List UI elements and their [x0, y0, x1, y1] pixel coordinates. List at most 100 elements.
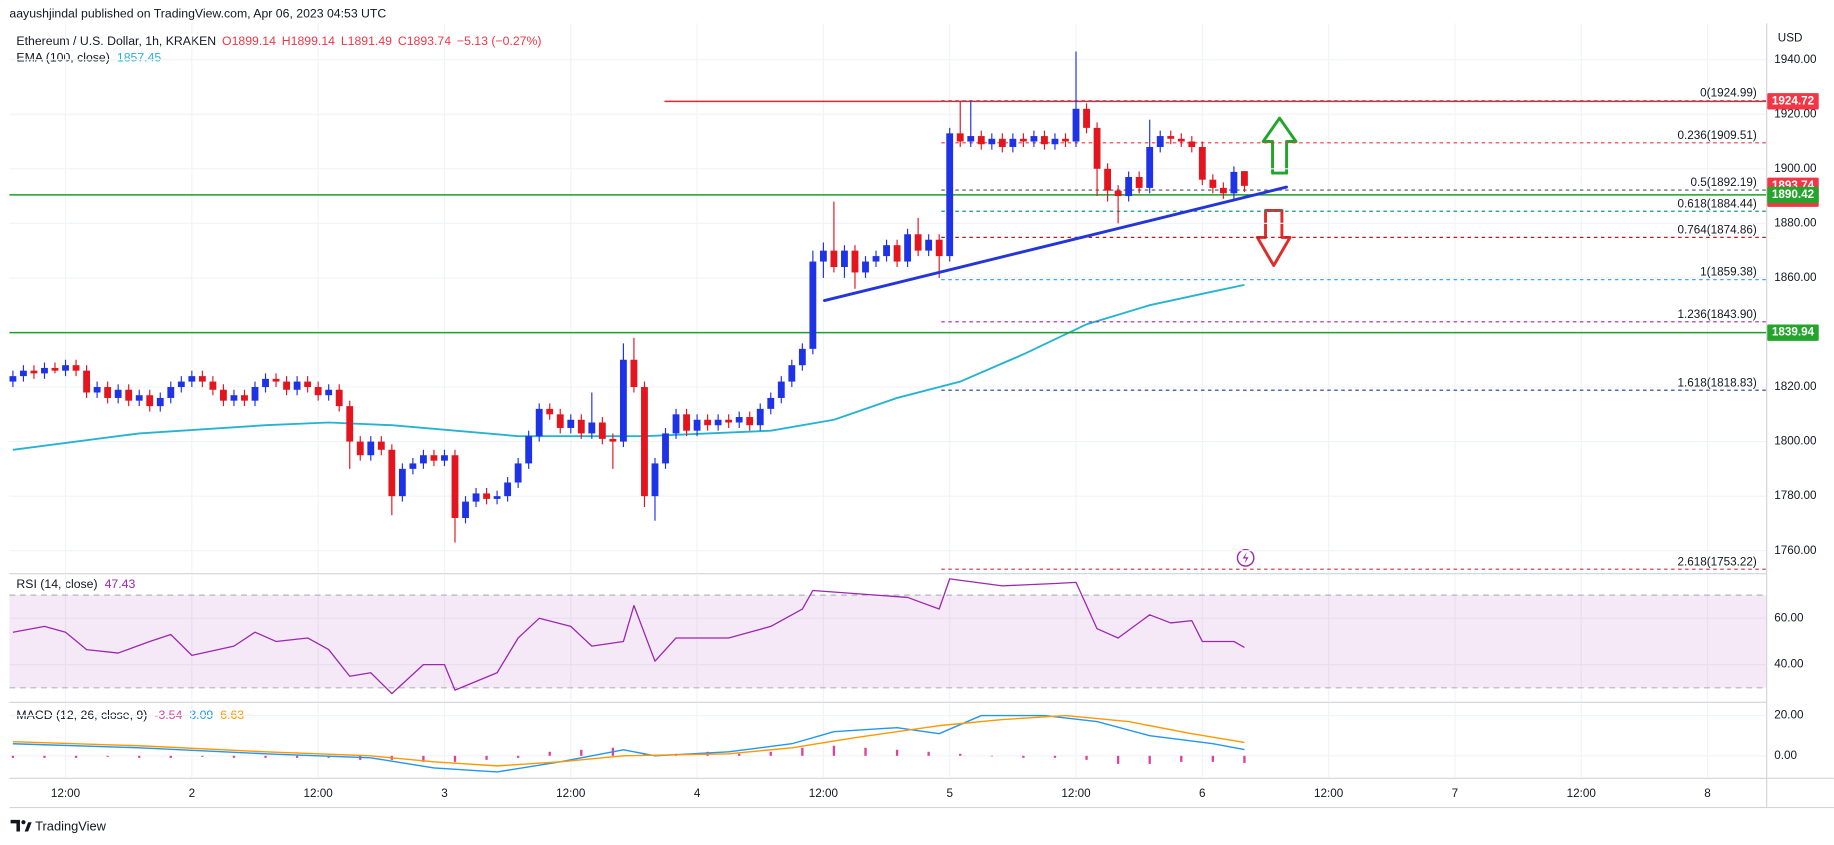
- histogram-bar: [1211, 755, 1215, 762]
- y-tick-label: 1760.00: [1774, 544, 1817, 557]
- candle-body: [756, 408, 764, 426]
- candle-body: [1062, 138, 1069, 142]
- candle-body: [577, 419, 585, 434]
- price-badge: [1767, 186, 1819, 204]
- candle-body: [430, 455, 438, 461]
- candle-body: [714, 419, 722, 426]
- up-arrow: [1261, 116, 1298, 175]
- candle-body: [1019, 138, 1027, 142]
- trend-line: [822, 185, 1288, 303]
- candle-body: [346, 406, 354, 442]
- candle-body: [493, 496, 501, 499]
- fib-label: 2.618(1753.22): [1677, 555, 1756, 568]
- candle-body: [9, 376, 17, 382]
- histogram-bar: [832, 745, 836, 756]
- candle-body: [1125, 176, 1133, 197]
- candle-body: [1051, 138, 1059, 145]
- histogram-bar: [990, 755, 993, 757]
- candle-body: [1177, 138, 1185, 142]
- candle-body: [619, 359, 627, 442]
- x-tick-label: 12:00: [51, 787, 81, 800]
- x-tick-label: 7: [1452, 787, 1459, 800]
- ohlc-value: L1891.49: [341, 34, 392, 48]
- candle-body: [419, 455, 427, 464]
- candle-body: [1146, 146, 1154, 188]
- candle-body: [156, 397, 164, 407]
- y-tick-label: 40.00: [1774, 658, 1804, 671]
- histogram-bar: [232, 755, 236, 758]
- histogram-bar: [738, 753, 741, 756]
- candle-body: [377, 441, 385, 450]
- candle-body: [104, 387, 112, 398]
- candle-body: [672, 414, 680, 434]
- fib-label: 1.618(1818.83): [1677, 376, 1756, 389]
- candle-body: [293, 381, 301, 390]
- candle-body: [335, 389, 343, 407]
- price-badge-label: 1839.94: [1772, 326, 1815, 339]
- x-tick-label: 12:00: [809, 787, 839, 800]
- candle-body: [988, 138, 996, 145]
- candle-body: [883, 245, 890, 257]
- candle-body: [546, 408, 554, 415]
- histogram-bar: [43, 755, 46, 758]
- candle-body: [146, 395, 154, 407]
- histogram-bar: [580, 749, 583, 756]
- histogram-bar: [422, 755, 425, 762]
- candle-body: [325, 389, 333, 396]
- histogram-bar: [769, 751, 772, 756]
- x-tick-label: 2: [189, 787, 196, 800]
- histogram-bar: [895, 749, 899, 756]
- histogram-bar: [864, 747, 867, 756]
- candle-body: [956, 133, 964, 142]
- candle-body: [767, 397, 775, 409]
- fib-label: 0.236(1909.51): [1677, 129, 1756, 142]
- candle-body: [472, 493, 480, 502]
- candle-body: [1114, 190, 1122, 197]
- y-tick-label: 1800.00: [1774, 435, 1817, 448]
- event-bolt: [1242, 552, 1249, 564]
- logo-part: [21, 820, 26, 825]
- candle-body: [1093, 127, 1101, 169]
- candle-body: [188, 376, 196, 382]
- candle-body: [504, 482, 512, 497]
- price-badge: [1767, 324, 1819, 341]
- change-value: −5.13 (−0.27%): [457, 34, 542, 48]
- histogram-bar: [1180, 755, 1183, 762]
- histogram-bar: [1085, 755, 1088, 760]
- candle-body: [20, 370, 27, 377]
- candle-body: [125, 389, 133, 401]
- y-tick-label: 20.00: [1774, 709, 1804, 722]
- price-badge-label: 1890.42: [1772, 188, 1815, 201]
- candle-body: [662, 433, 669, 464]
- x-tick-label: 12:00: [556, 787, 586, 800]
- candle-body: [841, 250, 848, 267]
- x-tick-label: 5: [946, 787, 953, 800]
- candle-body: [798, 348, 806, 366]
- candle-body: [1135, 176, 1143, 188]
- ema-value: 1857.45: [117, 51, 162, 65]
- ohlc-value: O1899.14: [222, 34, 276, 48]
- histogram-bar: [106, 755, 109, 757]
- candle-body: [977, 136, 985, 145]
- x-tick-label: 4: [694, 787, 701, 800]
- y-tick-label: 1860.00: [1774, 271, 1817, 284]
- candle-body: [704, 419, 712, 426]
- candle-body: [1219, 187, 1227, 194]
- ohlc-value: C1893.74: [398, 34, 451, 48]
- candle-body: [462, 501, 469, 518]
- y-tick-label: 1880.00: [1774, 216, 1817, 229]
- publish-info: aayushjindal published on TradingView.co…: [9, 6, 386, 20]
- candle-body: [746, 417, 754, 426]
- histogram-bar: [801, 747, 804, 756]
- candle-body: [1030, 136, 1038, 142]
- rsi-legend: RSI (14, close) 47.43: [16, 577, 135, 591]
- candle-body: [567, 419, 575, 428]
- candle-body: [272, 378, 280, 382]
- candle-body: [872, 256, 880, 262]
- histogram-bar: [74, 755, 78, 758]
- candle-body: [367, 441, 375, 456]
- candle-body: [1188, 141, 1196, 147]
- fib-label: 0.764(1874.86): [1677, 223, 1756, 236]
- candle-body: [483, 493, 490, 499]
- candle-body: [177, 381, 185, 388]
